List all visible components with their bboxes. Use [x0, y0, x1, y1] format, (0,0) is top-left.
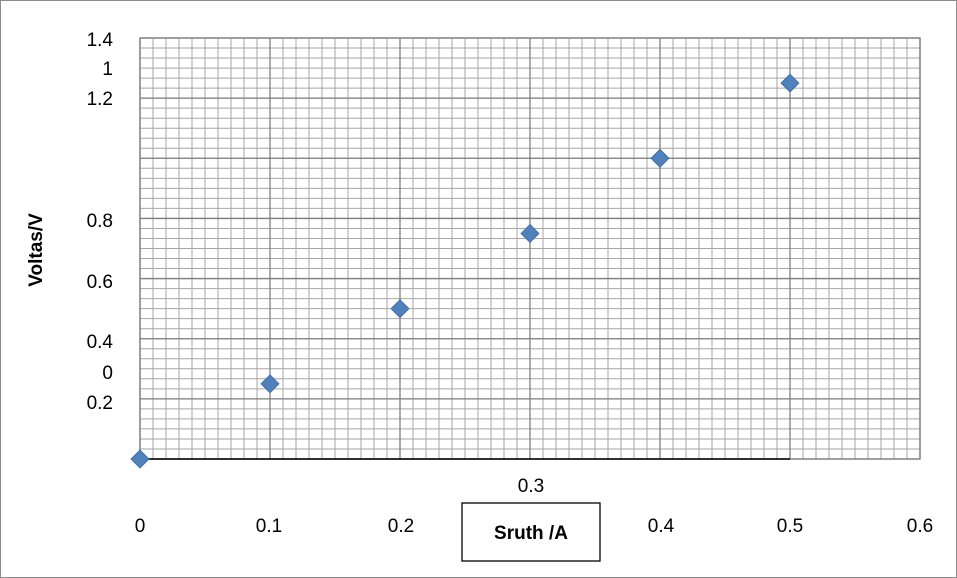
y-tick-label: 0.4	[87, 332, 114, 353]
y-tick-label: 1	[102, 59, 113, 80]
y-axis-title: Voltas/V	[26, 213, 47, 287]
x-tick-label: 0	[135, 516, 146, 537]
data-point-marker	[390, 299, 410, 319]
x-axis-title: Sruth /A	[494, 523, 568, 544]
y-tick-label: 0	[102, 363, 113, 384]
y-tick-label: 0.8	[87, 211, 113, 232]
x-tick-label: 0.2	[388, 516, 414, 537]
data-point-marker	[650, 148, 670, 168]
x-tick-label: 0.4	[648, 516, 675, 537]
x-tick-label: 0.6	[907, 516, 933, 537]
y-tick-label: 1.4	[87, 30, 114, 51]
x-tick-label: 0.1	[256, 516, 282, 537]
y-tick-label: 1.2	[87, 89, 113, 110]
data-points	[130, 73, 800, 469]
x-axis-title-box: Sruth /A	[461, 502, 601, 562]
tick-labels: 0 0.1 0.2 0.3 0.4 0.5 0.6 0.2 0 0.4 0.6 0.8 1.2 1 1.4	[87, 30, 934, 537]
data-point-marker	[780, 73, 800, 93]
y-tick-label: 0.2	[87, 393, 113, 414]
axes	[139, 37, 921, 460]
data-point-marker	[260, 374, 280, 394]
x-tick-label: 0.5	[777, 516, 803, 537]
y-tick-label: 0.6	[87, 272, 113, 293]
gridlines	[139, 37, 921, 460]
x-tick-label: 0.3	[518, 476, 544, 497]
data-point-marker	[130, 449, 150, 469]
data-point-marker	[520, 223, 540, 244]
